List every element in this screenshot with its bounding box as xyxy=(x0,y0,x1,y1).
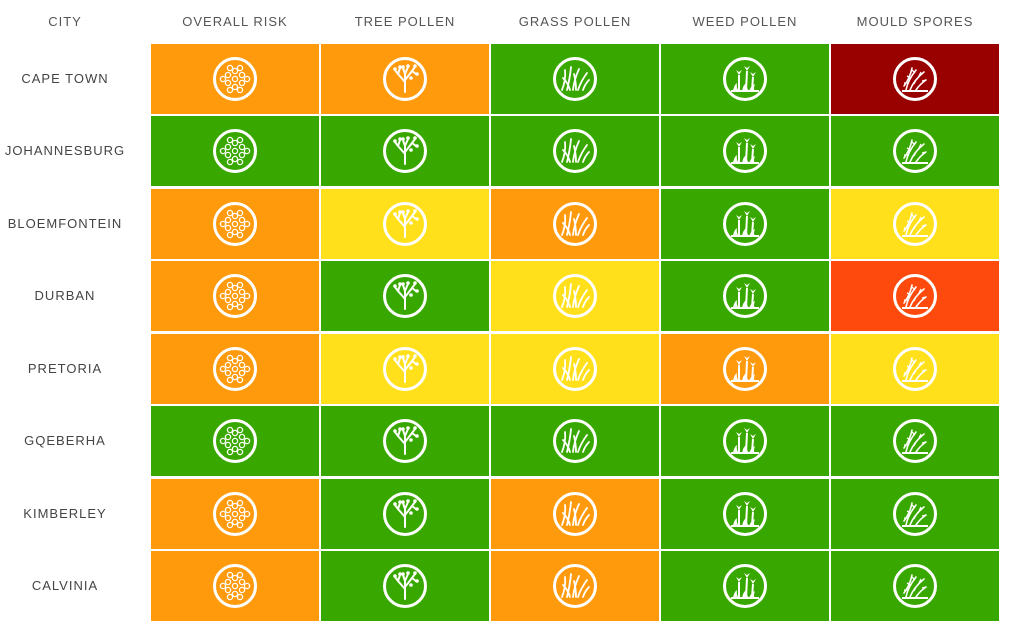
city-label: KIMBERLEY xyxy=(23,506,107,521)
risk-cell xyxy=(321,334,489,404)
risk-cell xyxy=(151,189,319,259)
risk-cell xyxy=(831,551,999,621)
header-overall-risk: OVERALL RISK xyxy=(182,14,288,29)
risk-cell xyxy=(661,406,829,476)
risk-cell xyxy=(661,551,829,621)
risk-cell xyxy=(321,479,489,549)
risk-cell xyxy=(831,479,999,549)
risk-cell xyxy=(661,479,829,549)
risk-cell xyxy=(321,551,489,621)
risk-cell xyxy=(321,116,489,186)
risk-cell xyxy=(491,551,659,621)
risk-cell xyxy=(491,334,659,404)
risk-cell xyxy=(151,551,319,621)
risk-cell xyxy=(491,479,659,549)
risk-cell xyxy=(831,261,999,331)
risk-cell xyxy=(491,116,659,186)
city-label: PRETORIA xyxy=(27,361,103,376)
header-weed-pollen: WEED POLLEN xyxy=(692,14,798,29)
risk-cell xyxy=(661,116,829,186)
risk-cell xyxy=(151,479,319,549)
risk-cell xyxy=(661,261,829,331)
risk-cell xyxy=(831,334,999,404)
city-label: GQEBERHA xyxy=(24,433,106,448)
risk-cell xyxy=(831,189,999,259)
city-label: JOHANNESBURG xyxy=(4,143,126,158)
risk-cell xyxy=(321,189,489,259)
risk-cell xyxy=(831,44,999,114)
risk-cell xyxy=(831,406,999,476)
risk-cell xyxy=(321,261,489,331)
header-tree-pollen: TREE POLLEN xyxy=(354,14,456,29)
header-mould-spores: MOULD SPORES xyxy=(856,14,974,29)
risk-cell xyxy=(491,189,659,259)
risk-cell xyxy=(491,44,659,114)
city-label: CALVINIA xyxy=(31,578,99,593)
city-label: BLOEMFONTEIN xyxy=(7,216,123,231)
risk-cell xyxy=(661,334,829,404)
risk-cell xyxy=(491,261,659,331)
risk-cell xyxy=(321,44,489,114)
risk-cell xyxy=(661,44,829,114)
risk-cell xyxy=(151,261,319,331)
header-grass-pollen: GRASS POLLEN xyxy=(518,14,632,29)
risk-cell xyxy=(151,334,319,404)
city-label: CAPE TOWN xyxy=(21,71,109,86)
risk-cell xyxy=(151,116,319,186)
city-label: DURBAN xyxy=(34,288,96,303)
risk-cell xyxy=(151,406,319,476)
risk-cell xyxy=(491,406,659,476)
risk-cell xyxy=(831,116,999,186)
risk-cell xyxy=(321,406,489,476)
risk-cell xyxy=(151,44,319,114)
risk-cell xyxy=(661,189,829,259)
header-city: CITY xyxy=(48,14,82,29)
